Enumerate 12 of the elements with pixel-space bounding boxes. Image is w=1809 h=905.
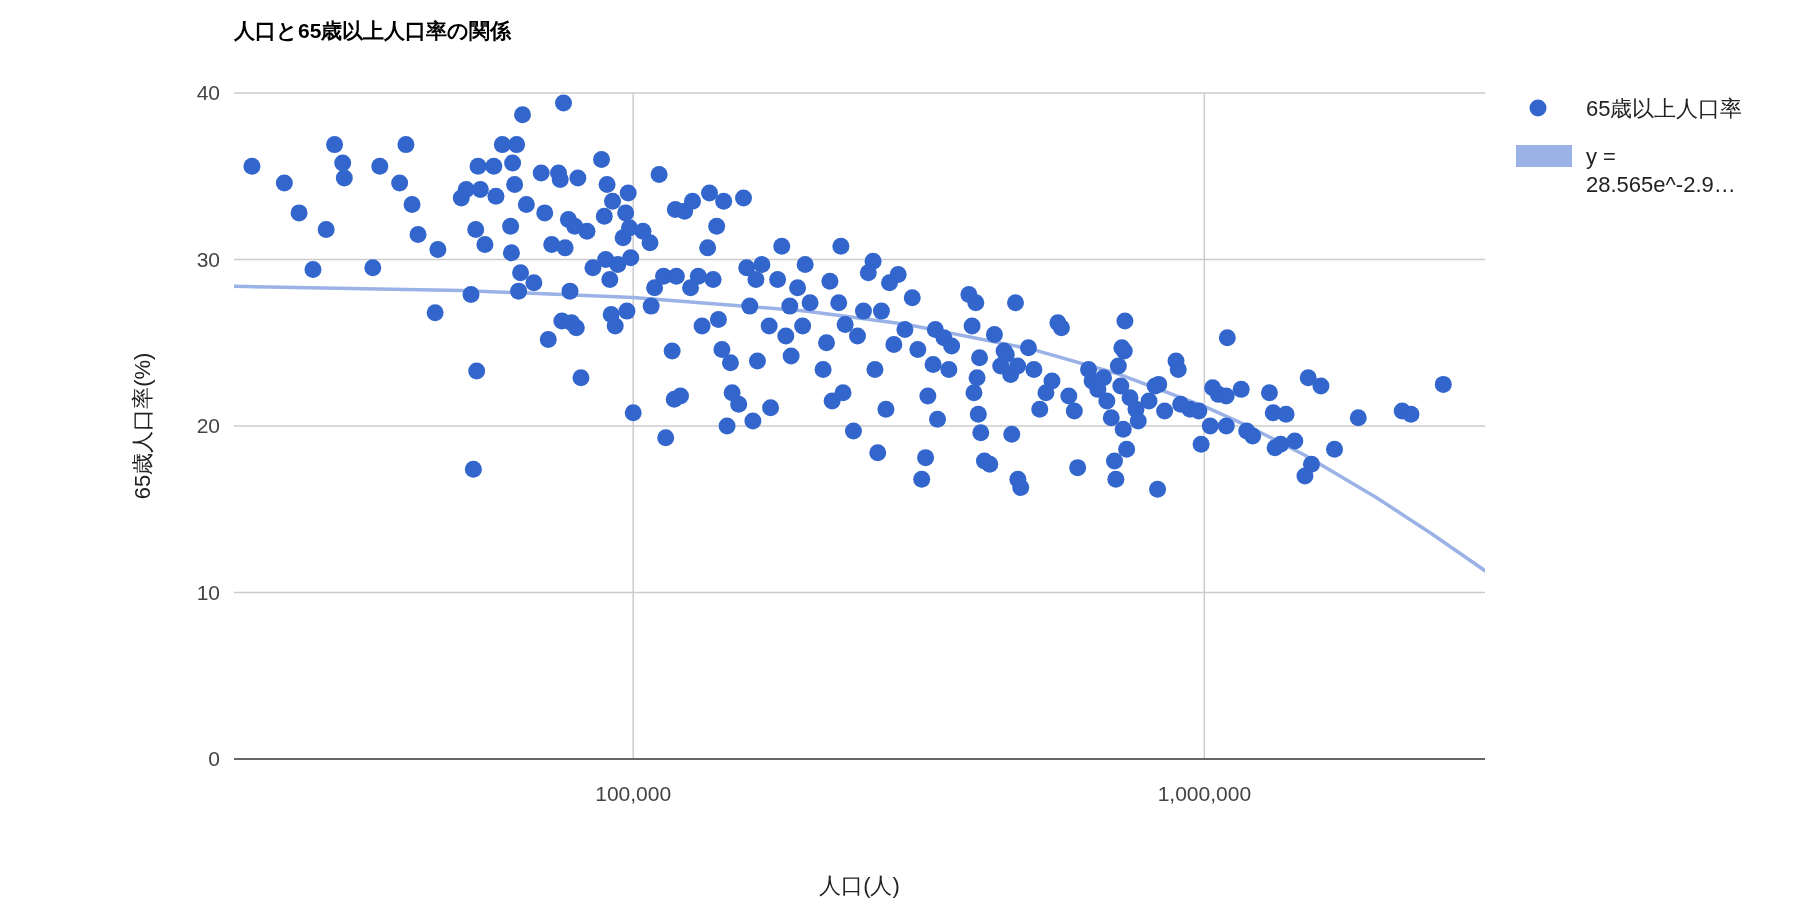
y-tick-label: 30 — [196, 247, 220, 271]
y-tick-label: 10 — [196, 580, 220, 604]
x-tick-label: 1,000,000 — [1157, 782, 1252, 805]
legend-label: y = 28.565e^-2.9… — [1586, 144, 1736, 197]
x-axis-title: 人口(人) — [819, 873, 900, 898]
chart-title: 人口と65歳以上人口率の関係 — [233, 19, 513, 42]
legend-label: 65歳以上人口率 — [1586, 96, 1743, 121]
y-tick-label: 20 — [196, 414, 220, 437]
x-tick-label: 100,000 — [595, 782, 672, 805]
y-tick-label: 40 — [196, 81, 220, 104]
y-axis-title: 65歳人口率(%) — [130, 352, 155, 500]
y-tick-label: 0 — [208, 747, 220, 770]
